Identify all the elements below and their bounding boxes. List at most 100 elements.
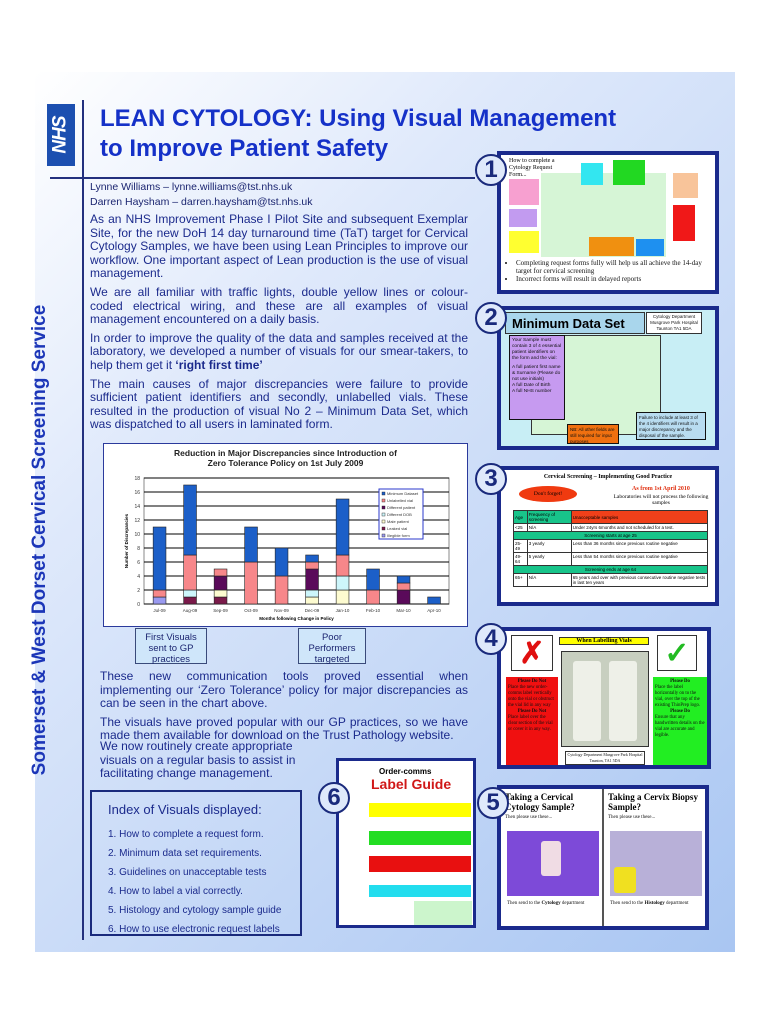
bar-segment: [305, 589, 319, 598]
authors: Lynne Williams – lynne.williams@tst.nhs.…: [90, 181, 313, 208]
bar-segment: [335, 589, 350, 605]
x-tick-label: Oct-09: [244, 608, 258, 613]
legend-label: Minimum Dataset: [387, 491, 419, 496]
y-tick-label: 14: [134, 504, 140, 510]
table-row: Screening starts at age 25: [513, 531, 708, 540]
x-tick-label: Dec-09: [305, 608, 320, 613]
bar-segment: [305, 554, 319, 563]
legend: [378, 488, 424, 540]
bar-segment: [366, 589, 380, 605]
x-tick-label: Feb-10: [366, 608, 381, 613]
visual-5-sample-guide: Taking a Cervical Cytology Sample? Then …: [497, 785, 709, 930]
table-row: 25-49 3 yearly Less than 36 months since p…: [513, 539, 709, 553]
visual-number-5: 5: [477, 787, 509, 819]
visual-number-2: 2: [475, 302, 507, 334]
x-tick-label: Aug-09: [183, 608, 198, 613]
divider: [50, 177, 475, 179]
bar-segment: [152, 596, 167, 605]
callout-first-visuals: First Visuals sent to GP practices: [135, 628, 207, 665]
visual-1-request-form: How to complete a Cytology Request Form.…: [497, 151, 719, 294]
table-row: 49-64 5 yearly Less than 54 months since p…: [513, 552, 709, 566]
bar-segment: [335, 554, 350, 577]
legend-swatch: [381, 519, 386, 524]
bar-segment: [183, 596, 197, 605]
x-tick-label: Jan-10: [336, 608, 350, 613]
bar-segment: [305, 568, 319, 591]
legend-swatch: [381, 512, 386, 517]
legend-label: Illegible form: [387, 533, 410, 538]
visual-number-3: 3: [475, 463, 507, 495]
results-text: These new communication tools proved ess…: [100, 669, 468, 743]
bar-segment: [396, 589, 411, 605]
x-tick-label: Sep-09: [213, 608, 228, 613]
visual-1-bullets: Completing request forms fully will help…: [507, 259, 712, 283]
index-item: 4. How to label a vial correctly.: [108, 886, 243, 897]
side-title: Somerset & West Dorset Cervical Screenin…: [29, 304, 50, 776]
visual-3-good-practice: Cervical Screening – Implementing Good P…: [497, 466, 719, 606]
bar-segment: [274, 575, 289, 605]
legend-swatch: [381, 491, 386, 496]
visual-2-minimum-data-set: Minimum Data Set Cytology Department Mus…: [497, 306, 719, 450]
bar-segment: [183, 589, 197, 598]
check-icon: ✓: [657, 635, 697, 671]
paragraph: In order to improve the quality of the d…: [90, 330, 468, 372]
bar-segment: [152, 589, 167, 598]
table-row: <25 N/A Under 24yrs 6months and not schedu…: [513, 523, 709, 532]
bar-segment: [335, 498, 350, 556]
cytology-panel: Taking a Cervical Cytology Sample? Then …: [501, 789, 604, 926]
index-item: 3. Guidelines on unacceptable tests: [108, 867, 267, 878]
y-tick-label: 0: [137, 602, 140, 608]
bar-segment: [396, 582, 411, 591]
table-row: 65+ N/A 65 years and over with previous co…: [513, 573, 709, 587]
legend-label: Different patient: [387, 505, 416, 510]
callout-poor-performers: Poor Performers targeted: [298, 628, 366, 665]
legend-swatch: [381, 505, 386, 510]
chart-plot: 0 2 4 6 8 10 12 14 16 18 Jul-09 Aug-09 Sep-09 Oct-09 N…: [124, 476, 450, 621]
chart-title: Reduction in Major Discrepancies since I…: [174, 448, 397, 468]
do-not-list: Please Do Not Place the new order-comms l…: [506, 677, 558, 765]
bar-segment: [213, 575, 228, 591]
bar-segment: [305, 596, 319, 605]
x-tick-label: Mar-10: [396, 608, 411, 613]
table-row: Screening ends at age 64: [513, 565, 708, 574]
histology-panel: Taking a Cervix Biopsy Sample? Then plea…: [604, 789, 705, 926]
visual-number-6: 6: [318, 782, 350, 814]
index-item: 6. How to use electronic request labels: [108, 924, 280, 935]
results-text-2: We now routinely create appropriate visu…: [100, 739, 296, 781]
bar-segment: [244, 561, 258, 605]
y-tick-label: 2: [137, 588, 140, 594]
purple-note: Your Sample must contain 3 of 4 essentia…: [509, 335, 565, 420]
page-title: LEAN CYTOLOGY: Using Visual Management t…: [100, 105, 617, 162]
bar-segment: [427, 596, 441, 605]
visual-number-1: 1: [475, 154, 507, 186]
visual-6-label-guide: Order-comms Label Guide: [336, 758, 476, 928]
discrepancy-chart: Reduction in Major Discrepancies since I…: [103, 443, 468, 627]
bar-segment: [366, 568, 380, 591]
divider: [82, 100, 84, 940]
y-tick-label: 4: [137, 574, 140, 580]
y-tick-label: 10: [134, 532, 140, 538]
legend-label: Different DOB: [387, 512, 412, 517]
y-tick-label: 16: [134, 490, 140, 496]
legend-label: Unlabelled vial: [387, 498, 413, 503]
do-list: Please Do Place the label horizontally on…: [653, 677, 707, 765]
legend-swatch: [381, 498, 386, 503]
visual-4-labelling-vials: ✗ ✓ When Labelling Vials Please Do Not Pl…: [497, 627, 711, 769]
x-tick-label: Nov-09: [274, 608, 289, 613]
bar-segment: [335, 575, 350, 591]
nhs-logo: NHS: [47, 104, 75, 166]
bar-segment: [305, 561, 319, 570]
bar-segment: [244, 526, 258, 563]
intro-text: As an NHS Improvement Phase I Pilot Site…: [90, 212, 468, 432]
bar-segment: [213, 596, 228, 605]
bar-segment: [274, 547, 289, 577]
bar-segment: [183, 484, 197, 556]
legend-swatch: [381, 533, 386, 538]
y-tick-label: 6: [137, 560, 140, 566]
bar-segment: [152, 526, 167, 591]
bar-segment: [213, 589, 228, 598]
index-item: 2. Minimum data set requirements.: [108, 848, 262, 859]
legend-label: Male patient: [387, 519, 410, 524]
legend-label: Leaked vial: [387, 526, 407, 531]
index-item: 5. Histology and cytology sample guide: [108, 905, 282, 916]
